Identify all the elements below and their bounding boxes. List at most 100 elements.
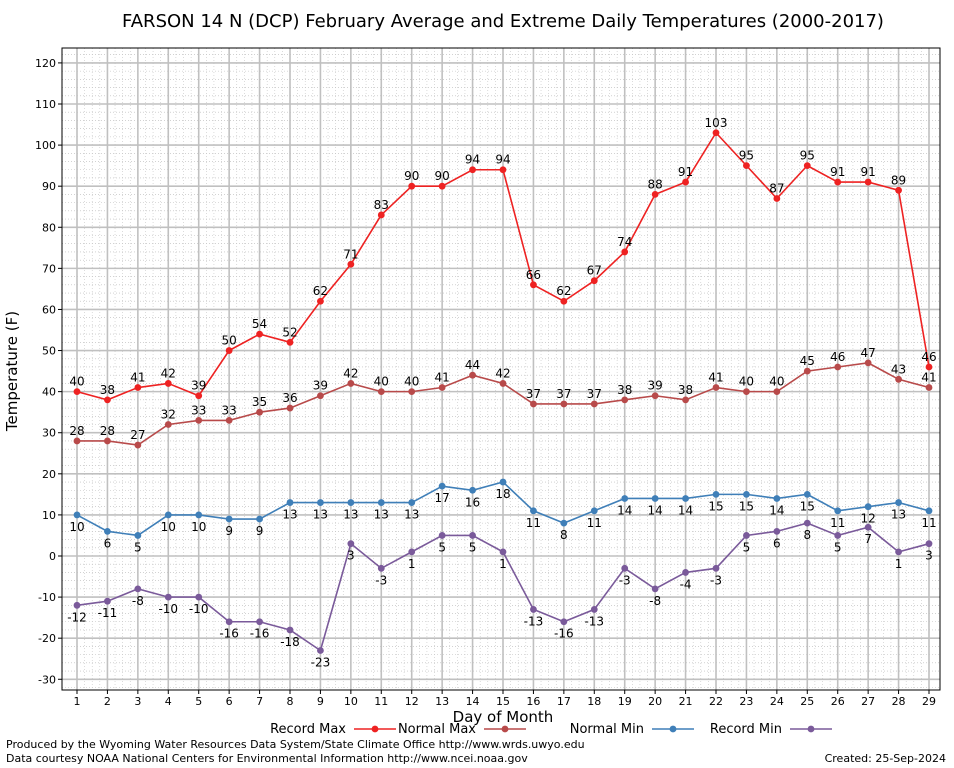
y-tick-label: 60 [42, 303, 56, 316]
data-point [256, 408, 263, 416]
data-point [621, 564, 629, 572]
data-label: 15 [800, 499, 815, 513]
data-point [834, 178, 842, 186]
data-point [286, 404, 294, 412]
data-point [317, 499, 324, 506]
y-tick-label: 10 [42, 509, 56, 522]
data-point [925, 507, 933, 515]
y-tick-label: 50 [42, 345, 56, 358]
data-label: 88 [648, 177, 663, 191]
data-label: 39 [313, 379, 328, 393]
y-tick-label: 30 [42, 427, 56, 440]
data-point [225, 515, 233, 523]
data-label: 17 [435, 491, 450, 505]
data-point [712, 129, 720, 137]
data-point [134, 384, 142, 391]
data-label: 42 [495, 366, 510, 380]
data-point [560, 297, 568, 305]
credit-data-courtesy: Data courtesy NOAA National Centers for … [6, 752, 528, 765]
data-point [743, 532, 750, 539]
data-label: 18 [495, 487, 510, 501]
data-label: 33 [222, 403, 237, 417]
data-label: 54 [252, 317, 267, 331]
x-tick-label: 12 [405, 695, 419, 708]
data-label: -4 [680, 577, 692, 591]
data-label: 94 [465, 153, 480, 167]
data-label: 47 [861, 346, 876, 360]
data-label: 13 [891, 508, 906, 522]
data-label: 36 [282, 391, 297, 405]
data-label: 14 [769, 503, 784, 517]
data-label: -10 [189, 602, 209, 616]
data-label: 44 [465, 358, 480, 372]
chart-title: FARSON 14 N (DCP) February Average and E… [122, 11, 884, 32]
series-record-min: -12 -11-8-10 -10-16 -16-18-233-315 51-13-16-… [67, 519, 933, 670]
data-point [377, 388, 385, 396]
data-label: 6 [773, 536, 781, 550]
legend-item: Normal Max [398, 722, 526, 737]
data-label: 5 [834, 540, 842, 554]
y-tick-label: 120 [35, 57, 56, 70]
data-label: 5 [438, 540, 446, 554]
data-point [317, 297, 324, 305]
series-normal-max: 28 28 27 32 33 33 35 36 39 42 40 40 41 44 42 37 37 37 38 39… [69, 346, 937, 449]
data-label: -8 [132, 594, 144, 608]
data-point [408, 548, 416, 556]
data-label: 13 [313, 508, 328, 522]
data-label: -18 [280, 635, 300, 649]
data-label: 46 [830, 350, 845, 364]
data-point [834, 532, 842, 539]
x-tick-label: 18 [587, 695, 601, 708]
data-label: 62 [556, 284, 571, 298]
data-point [104, 396, 111, 404]
data-point [438, 532, 446, 539]
data-point [499, 380, 507, 387]
data-label: 41 [921, 371, 936, 385]
data-point [590, 400, 598, 408]
data-point [347, 260, 355, 268]
data-point [895, 499, 902, 506]
y-tick-label: 70 [42, 262, 56, 275]
data-point [773, 195, 781, 202]
data-point [560, 618, 568, 626]
y-axis-label: Temperature (F) [3, 311, 21, 432]
data-point [651, 191, 659, 198]
x-tick-label: 2 [104, 695, 111, 708]
data-point [195, 392, 203, 400]
data-label: 10 [161, 520, 176, 534]
data-label: 1 [895, 557, 903, 571]
x-tick-label: 4 [165, 695, 172, 708]
data-point [73, 601, 81, 609]
data-point [621, 248, 629, 256]
data-point [925, 540, 933, 548]
data-point [895, 375, 902, 383]
data-point [682, 495, 689, 502]
x-tick-label: 24 [770, 695, 784, 708]
data-label: 71 [343, 247, 358, 261]
data-label: 37 [556, 387, 571, 401]
data-label: 83 [374, 198, 389, 212]
data-point [712, 490, 720, 498]
y-tick-label: 0 [49, 550, 56, 563]
data-label: 9 [225, 524, 233, 538]
data-label: 3 [925, 549, 933, 563]
data-label: 5 [134, 540, 142, 554]
axes [61, 47, 941, 691]
data-point [651, 392, 659, 400]
data-point [134, 585, 142, 593]
data-point [164, 380, 172, 387]
data-point [164, 511, 172, 519]
data-label: 1 [499, 557, 507, 571]
data-label: 103 [705, 116, 728, 130]
data-label: 10 [191, 520, 206, 534]
plot-background [62, 48, 940, 690]
data-point [621, 396, 629, 404]
data-label: -16 [250, 627, 270, 641]
x-axis-label: Day of Month [453, 708, 554, 726]
data-point [104, 527, 111, 535]
y-tick-label: 110 [35, 98, 56, 111]
data-label: 16 [465, 495, 480, 509]
x-tick-label: 23 [739, 695, 753, 708]
data-label: 52 [282, 325, 297, 339]
data-label: 6 [104, 536, 112, 550]
